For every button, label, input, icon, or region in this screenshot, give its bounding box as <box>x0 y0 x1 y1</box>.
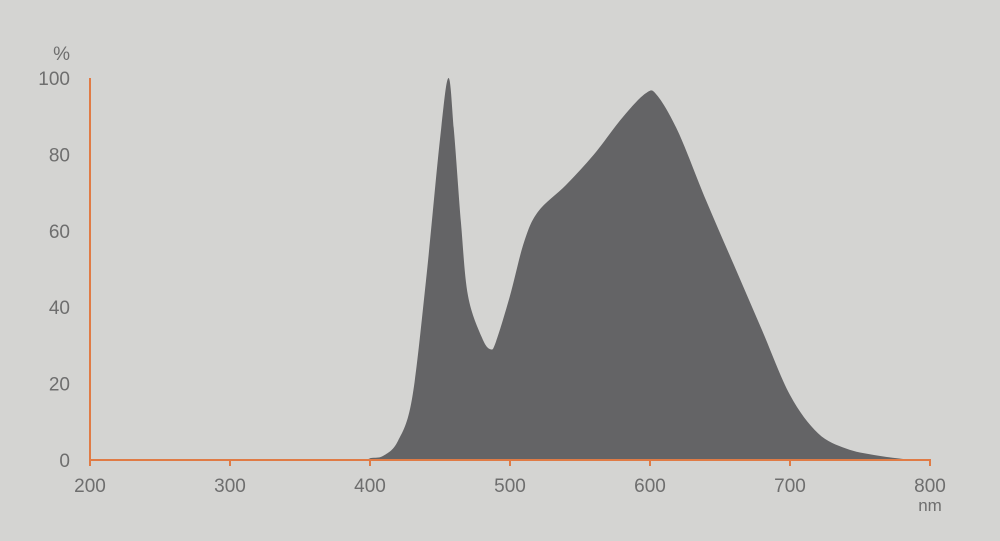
x-tick-label: 300 <box>214 476 246 497</box>
y-tick-label: 80 <box>49 145 70 166</box>
y-tick-label: 60 <box>49 222 70 243</box>
y-tick-label: 20 <box>49 375 70 396</box>
x-tick-label: 200 <box>74 476 106 497</box>
x-tick-label: 500 <box>494 476 526 497</box>
x-axis-label: nm <box>918 496 942 515</box>
x-tick-label: 400 <box>354 476 386 497</box>
x-tick-label: 800 <box>914 476 946 497</box>
x-tick-label: 600 <box>634 476 666 497</box>
x-tick-label: 700 <box>774 476 806 497</box>
y-tick-label: 0 <box>59 451 70 472</box>
y-tick-label: 40 <box>49 298 70 319</box>
y-axis-label: % <box>53 44 70 65</box>
spectrum-area <box>90 77 916 460</box>
y-tick-label: 100 <box>38 69 70 90</box>
